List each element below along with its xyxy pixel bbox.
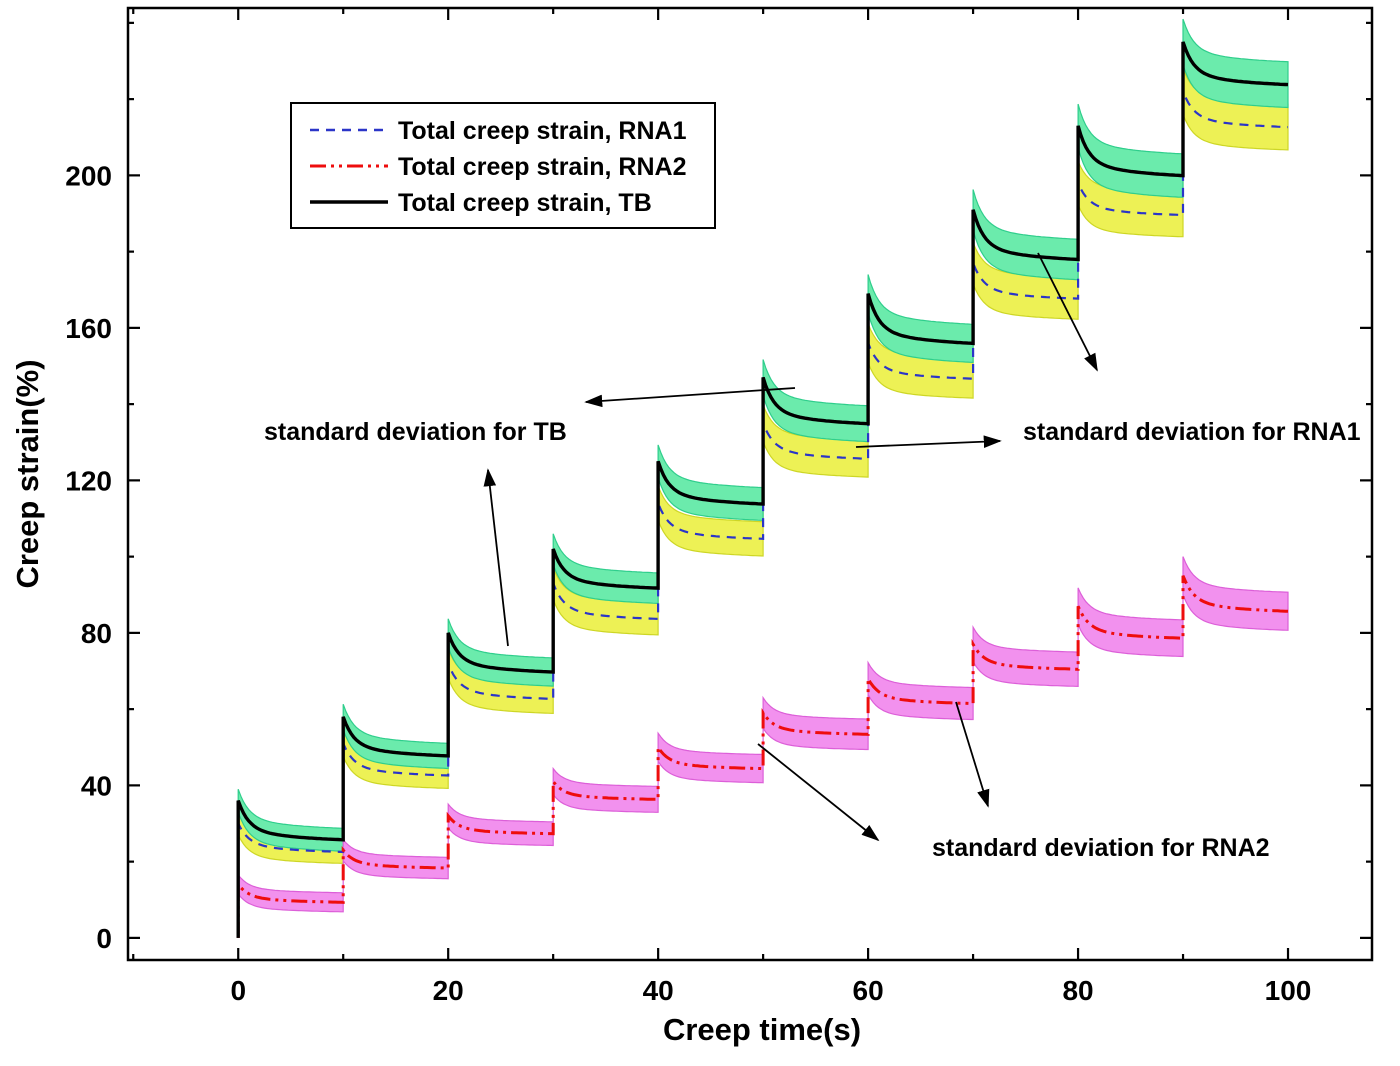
rna2-line <box>236 575 1289 938</box>
annotation-text: standard deviation for RNA1 <box>1023 418 1361 446</box>
annotation-arrow <box>855 435 1002 448</box>
x-tick-label: 0 <box>230 975 246 1006</box>
y-tick-label: 80 <box>81 618 112 649</box>
annotations: standard deviation for TB standard deviat… <box>264 252 1361 862</box>
y-tick-label: 120 <box>65 465 112 496</box>
y-tick-label: 200 <box>65 160 112 191</box>
legend: Total creep strain, RNA1 Total creep stra… <box>290 102 716 229</box>
series-lines <box>236 41 1289 938</box>
x-tick-label: 20 <box>433 975 464 1006</box>
annotation-text: standard deviation for TB <box>264 418 567 446</box>
tb-line <box>236 41 1289 938</box>
axes-frame: 0 20 40 60 80 100 0 40 80 120 160 200 <box>65 6 1374 1006</box>
y-tick-label: 40 <box>81 770 112 801</box>
plot-frame <box>126 6 1374 962</box>
annotation-text: standard deviation for RNA2 <box>932 834 1270 862</box>
annotation-arrow <box>757 743 880 842</box>
rna1-line <box>237 91 1289 938</box>
y-tick-label: 160 <box>65 313 112 344</box>
y-axis-title: Creep strain(%) <box>10 359 45 588</box>
x-tick-label: 60 <box>853 975 884 1006</box>
x-tick-label: 80 <box>1062 975 1093 1006</box>
x-axis-title: Creep time(s) <box>663 1012 861 1047</box>
annotation-arrow <box>955 701 990 808</box>
annotation-arrow <box>584 387 796 408</box>
legend-label-rna1: Total creep strain, RNA1 <box>398 117 687 145</box>
x-tick-label: 40 <box>643 975 674 1006</box>
annotation-arrow <box>483 468 509 647</box>
y-tick-label: 0 <box>96 923 112 954</box>
legend-label-tb: Total creep strain, TB <box>398 189 652 217</box>
legend-label-rna2: Total creep strain, RNA2 <box>398 153 687 181</box>
annotation-arrow <box>1037 252 1098 372</box>
x-tick-label: 100 <box>1265 975 1312 1006</box>
